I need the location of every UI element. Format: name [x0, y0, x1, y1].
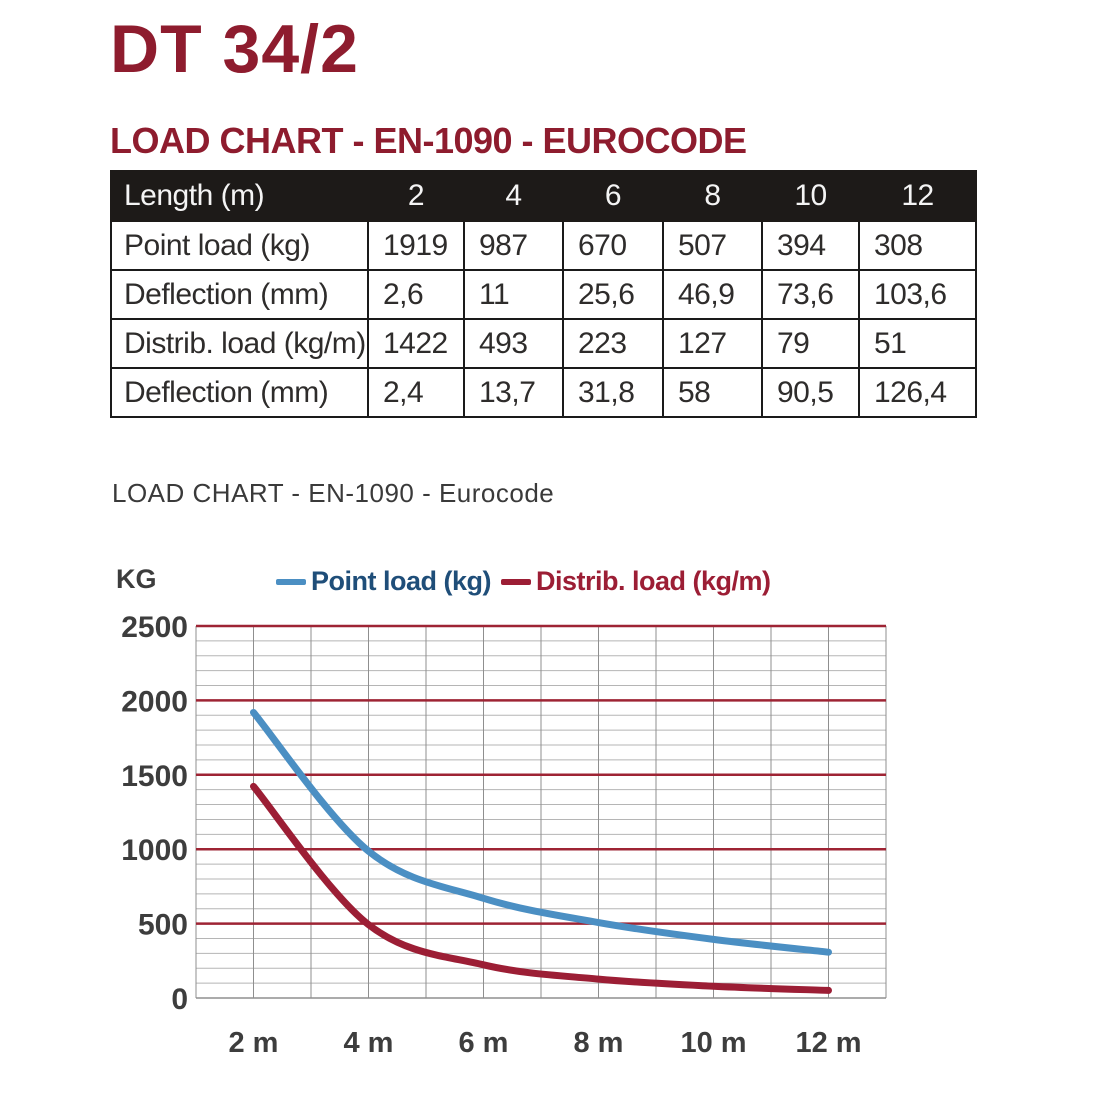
- cell-value: 73,6: [761, 269, 860, 320]
- legend-label: Point load (kg): [311, 566, 491, 596]
- cell-value: 493: [463, 318, 564, 369]
- cell-value: 13,7: [463, 367, 564, 418]
- y-axis-unit-label: KG: [116, 564, 157, 594]
- cell-value: 90,5: [761, 367, 860, 418]
- y-tick-label: 500: [138, 909, 188, 942]
- cell-value: 79: [761, 318, 860, 369]
- table-heading: LOAD CHART - EN-1090 - EUROCODE: [110, 120, 747, 161]
- point-load-line-swatch: [276, 578, 306, 585]
- y-tick-label: 1500: [121, 760, 188, 793]
- legend-label: Distrib. load (kg/m): [535, 566, 771, 596]
- chart-heading: LOAD CHART - EN-1090 - Eurocode: [112, 478, 555, 508]
- cell-value: 308: [858, 220, 977, 271]
- cell-value: 670: [562, 220, 664, 271]
- table-header-row: Length (m) 2 4 6 8 10 12: [110, 170, 977, 222]
- distrib-load-curve: [250, 782, 832, 994]
- cell-value: 126,4: [858, 367, 977, 418]
- y-tick-label: 0: [171, 983, 188, 1016]
- table-header-12m: 12: [858, 170, 977, 222]
- table-header-6m: 6: [562, 170, 664, 222]
- cell-value: 58: [662, 367, 763, 418]
- legend-item-point-load: Point load (kg): [276, 566, 491, 597]
- cell-value: 1422: [367, 318, 465, 369]
- x-tick-label: 4 m: [344, 1027, 394, 1059]
- load-line-chart: 0 500 1000 1500 2000 2500 2 m 4 m 6 m 8 m 10 m 12 m: [121, 611, 887, 1059]
- table-header-2m: 2: [367, 170, 465, 222]
- table-row-point-load: Point load (kg) 1919 987 670 507 394 308: [110, 220, 977, 271]
- cell-value: 223: [562, 318, 664, 369]
- table-header-4m: 4: [463, 170, 564, 222]
- table-header-10m: 10: [761, 170, 860, 222]
- table-row-distrib-load: Distrib. load (kg/m) 1422 493 223 127 79…: [110, 318, 977, 369]
- y-tick-label: 2000: [121, 685, 188, 718]
- chart-legend: Point load (kg) Distrib. load (kg/m): [276, 566, 771, 597]
- load-table: Length (m) 2 4 6 8 10 12 Point load (kg)…: [110, 170, 977, 418]
- cell-value: 507: [662, 220, 763, 271]
- row-label: Deflection (mm): [110, 367, 369, 418]
- cell-value: 25,6: [562, 269, 664, 320]
- cell-value: 31,8: [562, 367, 664, 418]
- cell-value: 51: [858, 318, 977, 369]
- legend-item-distrib-load: Distrib. load (kg/m): [500, 566, 771, 597]
- x-tick-label: 8 m: [574, 1027, 624, 1059]
- row-label: Distrib. load (kg/m): [110, 318, 369, 369]
- row-label: Point load (kg): [110, 220, 369, 271]
- y-tick-label: 2500: [121, 611, 188, 644]
- table-header-length: Length (m): [110, 170, 369, 222]
- x-tick-label: 12 m: [795, 1027, 861, 1059]
- cell-value: 127: [662, 318, 763, 369]
- x-tick-label: 6 m: [459, 1027, 509, 1059]
- point-load-curve: [250, 708, 832, 956]
- cell-value: 2,6: [367, 269, 465, 320]
- distrib-load-line-swatch: [500, 578, 531, 585]
- cell-value: 103,6: [858, 269, 977, 320]
- table-header-8m: 8: [662, 170, 763, 222]
- cell-value: 46,9: [662, 269, 763, 320]
- cell-value: 394: [761, 220, 860, 271]
- x-tick-label: 2 m: [229, 1027, 279, 1059]
- cell-value: 987: [463, 220, 564, 271]
- table-row-deflection-point: Deflection (mm) 2,6 11 25,6 46,9 73,6 10…: [110, 269, 977, 320]
- page-title: DT 34/2: [110, 11, 359, 87]
- cell-value: 2,4: [367, 367, 465, 418]
- cell-value: 1919: [367, 220, 465, 271]
- y-tick-label: 1000: [121, 834, 188, 867]
- cell-value: 11: [463, 269, 564, 320]
- table-row-deflection-distrib: Deflection (mm) 2,4 13,7 31,8 58 90,5 12…: [110, 367, 977, 418]
- row-label: Deflection (mm): [110, 269, 369, 320]
- x-tick-label: 10 m: [680, 1027, 746, 1059]
